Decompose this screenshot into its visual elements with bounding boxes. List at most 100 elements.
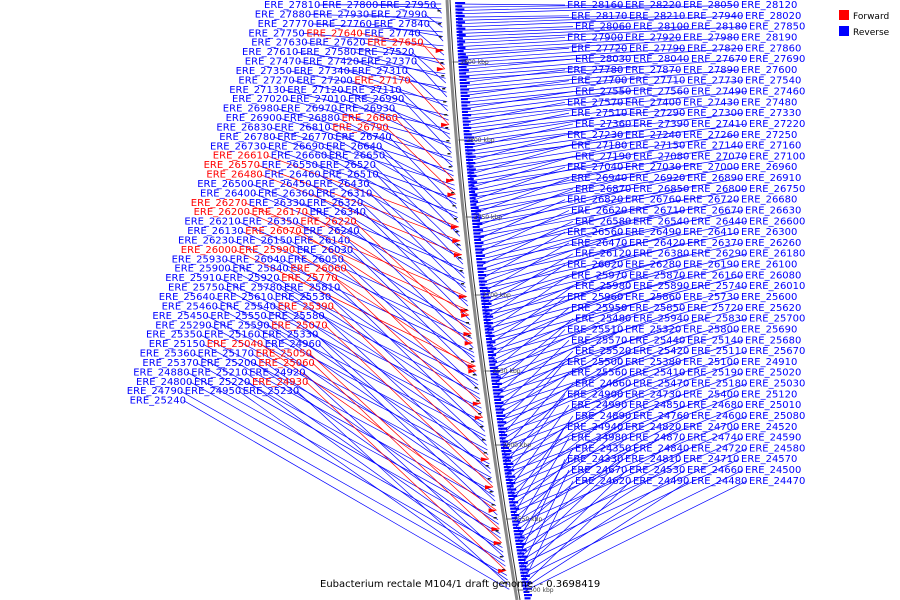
reverse-gene [467, 178, 474, 181]
gene-label: ERE_27780 [567, 65, 623, 76]
reverse-gene [490, 373, 499, 376]
gene-label: ERE_27180 [571, 141, 627, 152]
label-connector [517, 448, 632, 546]
gene-label: ERE_26190 [683, 260, 739, 271]
label-connector [482, 242, 570, 293]
label-connector [360, 32, 444, 51]
label-connector [461, 58, 690, 77]
gene-label: ERE_27230 [567, 130, 623, 141]
reverse-gene [473, 229, 484, 232]
label-connector [484, 253, 632, 310]
label-connector [311, 193, 466, 288]
label-connector [206, 315, 490, 465]
gene-label: ERE_27890 [683, 65, 739, 76]
reverse-gene-track [455, 2, 533, 600]
reverse-gene [524, 597, 531, 600]
forward-gene [453, 252, 462, 258]
label-connector [328, 296, 488, 446]
label-connector [286, 268, 481, 400]
reverse-gene [500, 446, 509, 449]
label-connector [469, 145, 570, 175]
label-connector [309, 183, 465, 274]
label-connector [279, 287, 485, 428]
label-connector [504, 372, 686, 457]
gene-label: ERE_25570 [571, 335, 627, 346]
gene-label: ERE_28160 [567, 0, 623, 11]
gene-label: ERE_26800 [691, 184, 747, 195]
gene-label: ERE_26740 [335, 132, 391, 143]
gene-label: ERE_27920 [625, 32, 681, 43]
label-connector [468, 134, 682, 169]
label-connector [504, 372, 744, 460]
gene-label: ERE_28180 [691, 22, 747, 33]
reverse-gene [514, 536, 525, 539]
reverse-gene [522, 587, 532, 590]
gene-label: ERE_24810 [625, 454, 681, 465]
gene-label: ERE_26180 [749, 249, 805, 260]
label-connector [507, 394, 566, 477]
gene-label: ERE_25100 [683, 357, 739, 368]
gene-label: ERE_24350 [575, 443, 631, 454]
gene-mark [483, 452, 487, 454]
reverse-gene [462, 123, 469, 126]
gene-label: ERE_26550 [262, 160, 318, 171]
label-connector [341, 259, 480, 390]
label-connector [484, 253, 690, 313]
gene-label: ERE_24990 [571, 400, 627, 411]
reverse-gene [457, 46, 466, 49]
gene-label: ERE_28020 [745, 11, 801, 22]
gene-label: ERE_24950 [185, 386, 241, 397]
label-connector [299, 230, 473, 344]
label-connector [379, 146, 459, 223]
label-connector [202, 343, 497, 507]
label-connector [343, 98, 452, 149]
label-connector [458, 15, 686, 25]
label-connector [475, 188, 632, 231]
gene-label: ERE_26990 [348, 94, 404, 105]
label-connector [341, 89, 450, 135]
reverse-gene [473, 232, 481, 235]
reverse-gene [455, 8, 465, 11]
reverse-gene [520, 571, 528, 574]
gene-label: ERE_25750 [168, 283, 224, 294]
gene-label: ERE_24530 [629, 465, 685, 476]
gene-label: ERE_27490 [691, 87, 747, 98]
label-connector [460, 47, 686, 64]
forward-gene [485, 485, 494, 490]
reverse-gene [505, 478, 513, 481]
label-connector [276, 108, 452, 158]
gene-label: ERE_26770 [277, 132, 333, 143]
gene-label: ERE_25810 [284, 283, 340, 294]
label-connector [462, 80, 570, 97]
label-connector [505, 383, 574, 464]
gene-label: ERE_27630 [251, 38, 307, 49]
gene-label: ERE_27670 [691, 54, 747, 65]
gene-label: ERE_26420 [629, 238, 685, 249]
gene-label: ERE_25990 [239, 245, 295, 256]
gene-label: ERE_24900 [567, 389, 623, 400]
label-connector [392, 108, 453, 167]
label-connector [486, 264, 740, 329]
reverse-gene [519, 568, 529, 571]
label-connector [499, 350, 632, 428]
gene-label: ERE_27840 [374, 19, 430, 30]
forward-gene [488, 508, 497, 513]
label-connector [337, 117, 454, 177]
reverse-gene [501, 450, 512, 453]
reverse-gene [463, 130, 470, 133]
gene-label: ERE_27460 [749, 87, 805, 98]
reverse-gene [481, 299, 490, 302]
label-connector [322, 315, 492, 474]
label-connector [498, 339, 686, 418]
forward-gene [461, 313, 470, 318]
gene-label: ERE_24500 [745, 465, 801, 476]
label-connector [470, 145, 686, 182]
reverse-gene [479, 283, 486, 286]
reverse-gene [524, 594, 533, 597]
label-connector [502, 361, 740, 447]
gene-label: ERE_25380 [625, 357, 681, 368]
label-connector [296, 390, 509, 585]
label-connector [369, 23, 443, 37]
gene-label: ERE_26630 [745, 205, 801, 216]
label-connector [483, 242, 744, 303]
